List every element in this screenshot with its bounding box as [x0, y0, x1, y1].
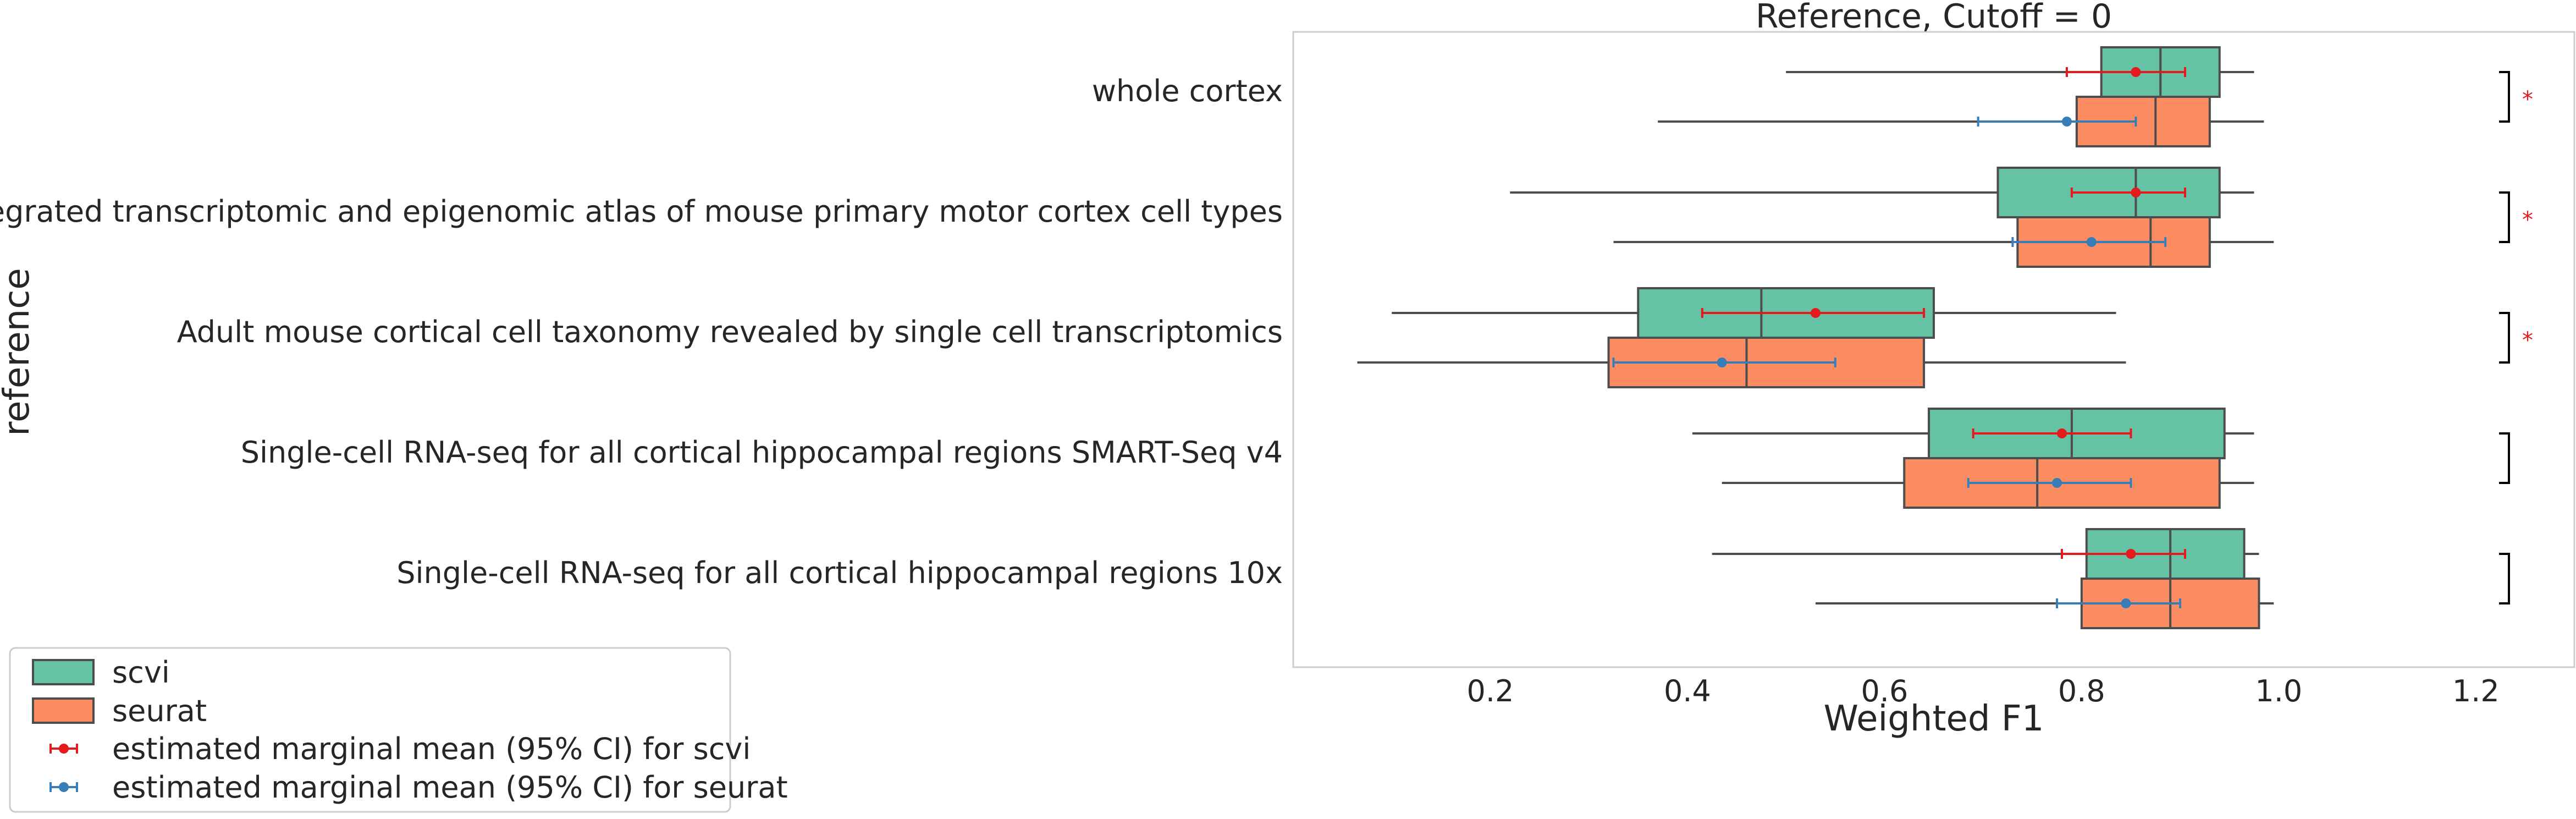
legend-marker-mean-scvi: [49, 744, 78, 754]
significance-bracket: [2499, 71, 2510, 123]
x-tick-label: 0.4: [1664, 674, 1711, 708]
mean-ci-scvi: [2070, 188, 2187, 197]
x-tick-label: 0.6: [1861, 674, 1908, 708]
x-tick-label: 0.2: [1467, 674, 1514, 708]
mean-ci-seurat: [1977, 117, 2137, 127]
significance-star: *: [2522, 328, 2533, 353]
x-tick-label: 1.0: [2255, 674, 2302, 708]
significance-bracket: [2499, 432, 2510, 484]
legend-label: estimated marginal mean (95% CI) for scv…: [112, 732, 751, 766]
mean-ci-seurat: [2011, 237, 2167, 247]
legend-label: scvi: [112, 655, 170, 690]
boxes-layer: [1357, 46, 2274, 629]
mean-point: [2121, 598, 2131, 608]
mean-ci-scvi: [1972, 428, 2132, 438]
mean-point: [2057, 428, 2067, 438]
mean-ci-seurat: [1967, 478, 2132, 488]
significance-star: *: [2522, 87, 2533, 112]
box-seurat: [1613, 216, 2274, 268]
mean-point: [2131, 67, 2141, 77]
category-label: Single-cell RNA-seq for all cortical hip…: [241, 435, 1283, 470]
significance-bracket: [2499, 191, 2510, 243]
mean-point: [1717, 358, 1727, 367]
box-seurat: [1658, 96, 2264, 147]
significance-bracket: [2499, 553, 2510, 604]
legend: scvi seurat estimated marginal mean (95% C…: [9, 647, 788, 813]
legend-frame: [9, 647, 731, 813]
significance-bracket: [2499, 312, 2510, 364]
legend-swatch-seurat: [32, 697, 95, 724]
legend-swatch-scvi: [32, 659, 95, 685]
mean-ci-seurat: [1612, 358, 1836, 367]
significance-layer: * * *: [2499, 71, 2533, 604]
legend-marker-mean-seurat: [49, 782, 78, 792]
mean-point: [2086, 237, 2097, 247]
mean-ci-scvi: [2061, 549, 2187, 559]
category-label: An integrated transcriptomic and epigeno…: [0, 194, 1283, 229]
plot-frame: [1292, 31, 2575, 668]
mean-point: [2061, 117, 2072, 127]
means-layer: [1612, 67, 2187, 608]
mean-ci-scvi: [2065, 67, 2187, 77]
mean-point: [2052, 478, 2062, 488]
mean-point: [1810, 308, 1821, 318]
category-labels: whole cortex An integrated transcriptomic…: [0, 74, 1283, 590]
category-label: Adult mouse cortical cell taxonomy revea…: [177, 315, 1283, 349]
legend-label: seurat: [112, 694, 207, 728]
chart-title: Reference, Cutoff = 0: [1756, 0, 2112, 36]
category-label: Single-cell RNA-seq for all cortical hip…: [396, 556, 1283, 590]
x-axis-ticks: 0.2 0.4 0.6 0.8 1.0 1.2: [1467, 674, 2500, 708]
y-axis-label: reference: [0, 268, 37, 436]
legend-label: estimated marginal mean (95% CI) for seu…: [112, 770, 788, 805]
x-tick-label: 0.8: [2058, 674, 2105, 708]
mean-ci-scvi: [1701, 308, 1926, 318]
mean-point: [2131, 188, 2141, 197]
x-tick-label: 1.2: [2452, 674, 2500, 708]
mean-point: [2126, 549, 2136, 559]
category-label: whole cortex: [1092, 74, 1283, 108]
box-seurat: [1815, 578, 2274, 629]
significance-star: *: [2522, 207, 2533, 233]
x-axis-label: Weighted F1: [1824, 699, 2044, 739]
mean-ci-seurat: [2056, 598, 2182, 608]
